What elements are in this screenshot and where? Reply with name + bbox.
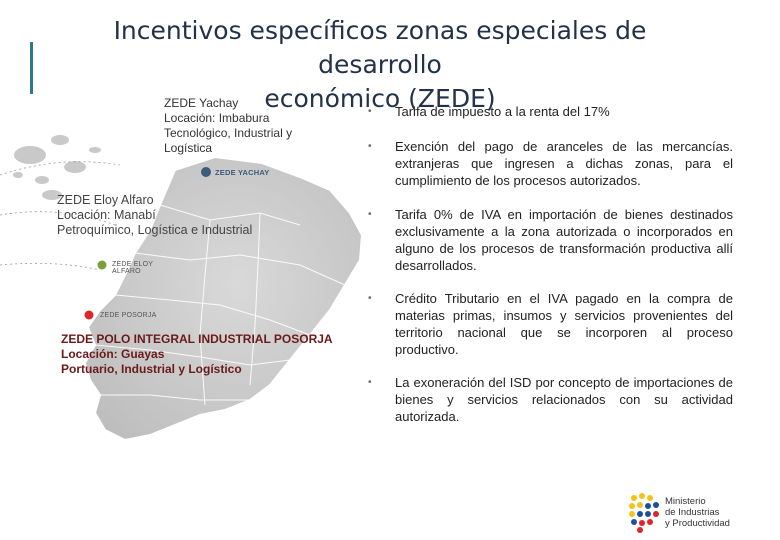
ministry-logo-line3: y Productividad [665,518,730,529]
incentive-text: Tarifa de impuesto a la renta del 17% [395,104,610,119]
page-title: Incentivos específicos zonas especiales … [60,14,700,116]
bullet-dot: • [368,293,372,304]
ministry-logo [626,490,746,535]
yachay-map-label: ZEDE YACHAY [215,168,270,177]
zone-posorja-name: ZEDE POLO INTEGRAL INDUSTRIAL POSORJA [61,332,333,346]
zone-eloy-location: Locación: Manabí [57,208,156,222]
zone-yachay-info: ZEDE Yachay Locación: Imbabura Tecnológi… [164,96,292,156]
ecuador-map-shape [0,135,364,442]
galapagos-islands [13,135,101,200]
incentive-text: Tarifa 0% de IVA en importación de biene… [395,207,733,273]
eloy-map-label-line2: ALFARO [112,268,141,275]
incentive-item: • Crédito Tributario en el IVA pagado en… [366,290,733,358]
province-borders [94,204,346,406]
bullet-dot: • [368,377,372,388]
incentive-item: • La exoneración del ISD por concepto de… [366,374,733,425]
incentive-text: La exoneración del ISD por concepto de i… [395,375,733,424]
incentive-text: Crédito Tributario en el IVA pagado en l… [395,291,733,357]
page-title-line2: económico (ZEDE) [264,84,496,113]
ecuador-map [0,95,390,475]
zone-yachay-type-line2: Logística [164,141,213,155]
page-title-line1: Incentivos específicos zonas especiales … [113,16,647,79]
mainland-shape [83,155,364,442]
incentive-item: • Tarifa 0% de IVA en importación de bie… [366,206,733,274]
posorja-marker [84,310,94,320]
eloy-map-label: ZEDE ELOY ALFARO [112,261,153,275]
eloy-map-label-line1: ZEDE ELOY [112,261,154,268]
zone-yachay-type-line1: Tecnológico, Industrial y [164,126,293,140]
title-accent-bar [30,42,33,94]
zone-eloy-type: Petroquímico, Logística e Industrial [57,223,253,237]
zone-eloy-info: ZEDE Eloy Alfaro Locación: Manabí Petroq… [57,193,252,238]
incentive-item: • Tarifa de impuesto a la renta del 17% [366,103,733,120]
bullet-dot: • [368,209,372,220]
zone-eloy-name: ZEDE Eloy Alfaro [57,193,154,207]
ministry-logo-text: Ministerio de Industrias y Productividad [665,496,730,529]
incentive-text: Exención del pago de aranceles de las me… [395,139,733,188]
posorja-map-label: ZEDE POSORJA [100,312,157,319]
zone-posorja-type: Portuario, Industrial y Logístico [61,362,242,376]
bullet-dot: • [368,141,372,152]
bullet-dot: • [368,106,372,117]
zone-posorja-info: ZEDE POLO INTEGRAL INDUSTRIAL POSORJA Lo… [61,332,333,377]
trade-routes [0,161,121,271]
ministry-logo-line2: de Industrias [665,507,720,518]
zone-yachay-name: ZEDE Yachay [164,96,239,110]
ministry-logo-mark [629,493,659,533]
zone-yachay-location: Locación: Imbabura [164,111,270,125]
eloy-alfaro-marker [97,260,107,270]
zone-posorja-location: Locación: Guayas [61,347,165,361]
yachay-marker [201,167,211,177]
incentive-item: • Exención del pago de aranceles de las … [366,138,733,189]
ministry-logo-line1: Ministerio [665,496,706,507]
